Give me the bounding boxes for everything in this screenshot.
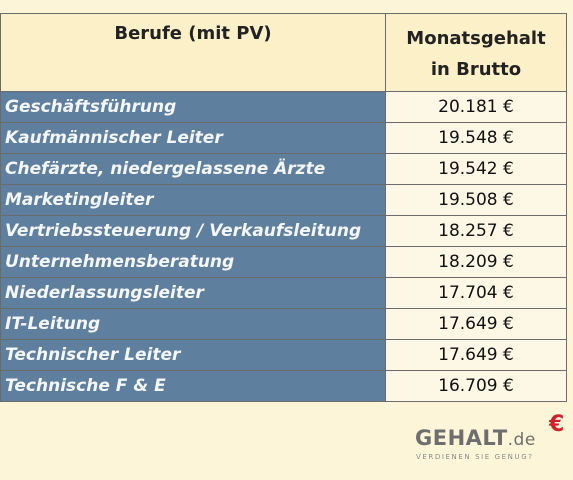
job-cell: IT-Leitung [0,308,386,340]
euro-icon: € [549,412,565,437]
salary-cell: 17.649 € [385,339,567,371]
table-row: Unternehmensberatung 18.209 € [0,246,567,278]
table-row: Niederlassungsleiter 17.704 € [0,277,567,309]
job-cell: Unternehmensberatung [0,246,386,278]
table-row: Vertriebssteuerung / Verkaufsleitung 18.… [0,215,567,247]
salary-cell: 19.508 € [385,184,567,216]
header-salary: Monatsgehalt in Brutto [385,13,567,92]
job-cell: Chefärzte, niedergelassene Ärzte [0,153,386,185]
logo-wordmark: GEHALT.de [415,426,536,450]
table-row: Marketingleiter 19.508 € [0,184,567,216]
salary-cell: 17.649 € [385,308,567,340]
table-header-row: Berufe (mit PV) Monatsgehalt in Brutto [0,13,567,92]
job-cell: Kaufmännischer Leiter [0,122,386,154]
salary-cell: 20.181 € [385,91,567,123]
logo-tagline: VERDIENEN SIE GENUG? [416,453,534,461]
job-cell: Geschäftsführung [0,91,386,123]
header-salary-line1: Monatsgehalt [406,28,546,49]
salary-cell: 18.257 € [385,215,567,247]
header-salary-line2: in Brutto [430,59,522,80]
job-cell: Technischer Leiter [0,339,386,371]
table-row: IT-Leitung 17.649 € [0,308,567,340]
table-row: Technischer Leiter 17.649 € [0,339,567,371]
job-cell: Marketingleiter [0,184,386,216]
table-row: Chefärzte, niedergelassene Ärzte 19.542 … [0,153,567,185]
salary-cell: 18.209 € [385,246,567,278]
salary-cell: 19.548 € [385,122,567,154]
salary-cell: 17.704 € [385,277,567,309]
salary-cell: 16.709 € [385,370,567,402]
table-row: Geschäftsführung 20.181 € [0,91,567,123]
header-job: Berufe (mit PV) [0,13,386,92]
table-row: Kaufmännischer Leiter 19.548 € [0,122,567,154]
job-cell: Technische F & E [0,370,386,402]
logo-suffix: .de [507,430,536,450]
table-row: Technische F & E 16.709 € [0,370,567,402]
logo-word: GEHALT [415,426,508,450]
job-cell: Niederlassungsleiter [0,277,386,309]
salary-cell: 19.542 € [385,153,567,185]
gehalt-logo: GEHALT.de € VERDIENEN SIE GENUG? [415,412,570,472]
salary-table: Berufe (mit PV) Monatsgehalt in Brutto G… [0,13,567,402]
job-cell: Vertriebssteuerung / Verkaufsleitung [0,215,386,247]
